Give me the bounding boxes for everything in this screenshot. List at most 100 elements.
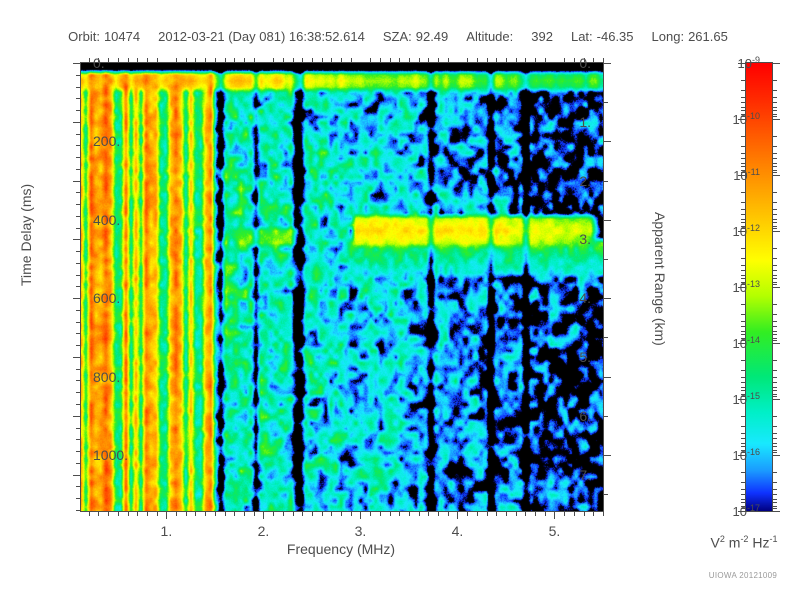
- colorbar-tick-minor: [772, 369, 777, 371]
- y-tick-minor: [76, 392, 81, 394]
- colorbar-tick-minor: [741, 359, 746, 361]
- x-tick-minor: [544, 511, 546, 516]
- colorbar-tick-minor: [772, 396, 777, 398]
- x-tick-minor-top: [205, 58, 207, 63]
- x-tick-minor: [234, 511, 236, 516]
- x-tick-minor-top: [273, 58, 275, 63]
- y2-tick-major: [603, 219, 611, 221]
- colorbar-tick-minor: [741, 452, 746, 454]
- colorbar-tick-minor: [741, 396, 746, 398]
- colorbar-tick-minor: [772, 281, 777, 283]
- long-value: 261.65: [688, 29, 728, 44]
- x-tick-minor: [467, 511, 469, 516]
- y2-tick-minor: [603, 258, 608, 260]
- x-tick-minor: [350, 511, 352, 516]
- x-tick-minor-top: [467, 58, 469, 63]
- colorbar-tick-minor: [772, 481, 777, 483]
- colorbar-tick-minor: [772, 191, 777, 193]
- y-tick-minor: [76, 451, 81, 453]
- colorbar-tick-label: 10-10: [733, 111, 760, 127]
- y-tick-minor: [76, 333, 81, 335]
- colorbar-tick-minor: [741, 313, 746, 315]
- colorbar-tick-minor: [772, 166, 777, 168]
- x-tick-minor-top: [447, 58, 449, 63]
- y2-tick-label: 1000.: [93, 446, 129, 463]
- orbit-label: Orbit:: [68, 29, 100, 44]
- x-tick-minor-top: [224, 58, 226, 63]
- colorbar-tick-exponent: -9: [751, 54, 760, 65]
- x-tick-minor: [438, 511, 440, 516]
- x-tick-minor: [379, 511, 381, 516]
- x-tick-minor: [311, 511, 313, 516]
- colorbar-tick-major: [738, 119, 746, 120]
- x-tick-minor-top: [379, 58, 381, 63]
- y2-tick-minor: [603, 337, 608, 339]
- x-tick-minor: [496, 511, 498, 516]
- colorbar-tick-minor: [772, 390, 777, 392]
- colorbar-tick-minor: [741, 225, 746, 227]
- colorbar-tick-major: [772, 343, 780, 344]
- y-tick-minor: [76, 192, 81, 194]
- colorbar-tick-minor: [741, 201, 746, 203]
- colorbar-tick-major: [772, 455, 780, 456]
- colorbar-tick-minor: [741, 218, 746, 220]
- x-tick-major: [166, 511, 168, 519]
- colorbar-tick-exponent: -14: [746, 334, 760, 345]
- colorbar-tick-minor: [741, 376, 746, 378]
- x-tick-label: 1.: [160, 523, 173, 539]
- colorbar-tick-minor: [772, 330, 777, 332]
- x-tick-minor: [176, 511, 178, 516]
- x-tick-minor: [331, 511, 333, 516]
- y-tick-minor: [76, 498, 81, 500]
- y-tick-minor: [76, 509, 81, 511]
- colorbar-tick-minor: [772, 320, 777, 322]
- colorbar-tick-minor: [772, 340, 777, 342]
- colorbar-tick-minor: [741, 116, 746, 118]
- colorbar-tick-major: [738, 455, 746, 456]
- x-tick-minor: [273, 511, 275, 516]
- colorbar-tick-minor: [741, 494, 746, 496]
- colorbar-tick-minor: [741, 257, 746, 259]
- units-exp-m: -2: [740, 534, 749, 544]
- colorbar-tick-minor: [772, 326, 777, 328]
- colorbar-tick-mantissa: 10: [732, 336, 747, 352]
- colorbar-tick-minor: [772, 284, 777, 286]
- x-tick-minor: [418, 511, 420, 516]
- y-tick-minor: [76, 321, 81, 323]
- x-tick-minor-top: [253, 58, 255, 63]
- colorbar-tick-minor: [741, 281, 746, 283]
- colorbar-tick-major: [772, 511, 780, 512]
- colorbar-tick-label: 10-12: [733, 223, 760, 239]
- colorbar-tick-minor: [741, 303, 746, 305]
- colorbar-tick-minor: [772, 505, 777, 507]
- colorbar-tick-minor: [741, 425, 746, 427]
- x-tick-minor-top: [486, 58, 488, 63]
- x-tick-minor-top: [98, 58, 100, 63]
- colorbar-tick-minor: [772, 334, 777, 336]
- lat-label: Lat:: [570, 29, 593, 44]
- colorbar-tick-minor: [772, 432, 777, 434]
- colorbar-tick-minor: [772, 494, 777, 496]
- colorbar-tick-minor: [741, 330, 746, 332]
- colorbar-tick-minor: [741, 508, 746, 510]
- colorbar-tick-major: [738, 63, 746, 64]
- altitude-label: Altitude:: [466, 29, 514, 44]
- colorbar-units-label: V2 m-2 Hz-1: [688, 534, 800, 551]
- x-tick-minor-top: [108, 58, 110, 63]
- colorbar-tick-minor: [772, 270, 777, 272]
- x-tick-minor: [244, 511, 245, 516]
- colorbar-tick-minor: [741, 442, 746, 444]
- colorbar-tick-minor: [772, 228, 777, 230]
- sza-value: 92.49: [415, 29, 449, 44]
- y-tick-minor: [76, 262, 81, 264]
- colorbar-tick-minor: [772, 169, 777, 171]
- x-tick-minor-top: [593, 58, 595, 63]
- colorbar-tick-mantissa: 10: [732, 112, 747, 128]
- y2-tick-minor: [603, 415, 608, 417]
- colorbar-tick-label: 10-17: [733, 503, 760, 519]
- x-tick-minor: [137, 511, 139, 516]
- y2-tick-label: 200.: [93, 133, 121, 150]
- y2-tick-label: 0.: [93, 55, 105, 71]
- y-tick-major: [73, 239, 81, 241]
- colorbar-tick-mantissa: 10: [737, 56, 752, 72]
